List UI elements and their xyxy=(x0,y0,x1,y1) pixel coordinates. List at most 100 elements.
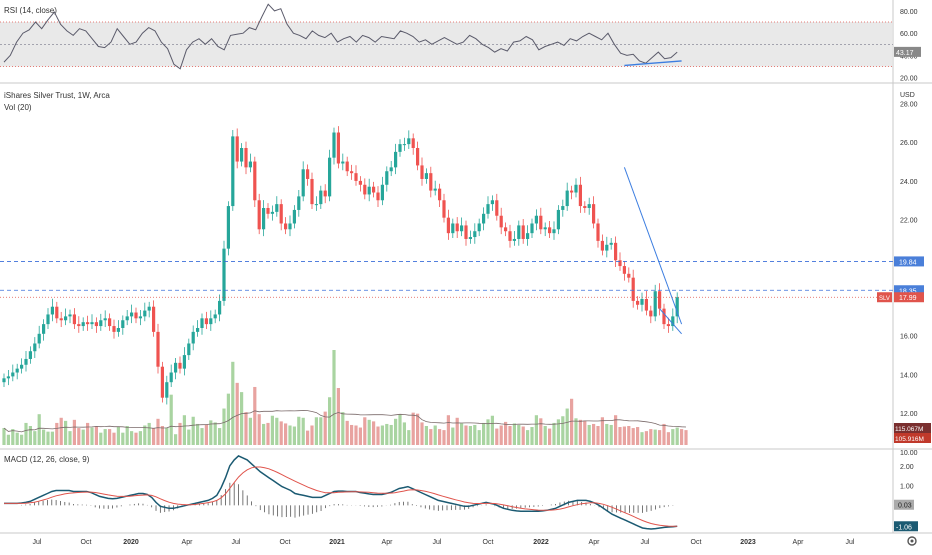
candle-body xyxy=(561,206,565,210)
volume-bar xyxy=(116,426,120,445)
volume-bar xyxy=(446,415,450,445)
volume-bar xyxy=(521,426,525,445)
pane-backgrounds xyxy=(0,0,932,534)
volume-bar xyxy=(666,432,670,445)
gear-icon[interactable] xyxy=(907,536,917,546)
time-axis-label: Jul xyxy=(232,539,241,546)
volume-bar xyxy=(46,431,50,445)
volume-label: 115.067M xyxy=(895,426,923,433)
candle-body xyxy=(72,314,76,325)
candle-body xyxy=(143,310,147,317)
time-axis-label: Jul xyxy=(641,539,650,546)
candle-body xyxy=(490,200,494,205)
time-axis[interactable]: Jul Oct 2020 Apr Jul Oct 2021 Apr Jul Oct 2022 Apr J… xyxy=(33,539,855,546)
volume-bar xyxy=(270,415,274,445)
candle-body xyxy=(235,136,239,162)
volume-bar xyxy=(213,422,217,445)
volume-bar xyxy=(433,425,437,445)
volume-bar xyxy=(464,425,468,445)
candle-body xyxy=(504,227,508,232)
volume-bar xyxy=(306,430,310,445)
volume-bar xyxy=(614,415,618,445)
volume-bar xyxy=(222,408,226,445)
volume-bar xyxy=(583,420,587,445)
volume-bar xyxy=(539,418,543,445)
candle-body xyxy=(213,314,217,319)
candle-body xyxy=(517,225,521,239)
candle-body xyxy=(6,376,10,379)
volume-bar xyxy=(350,424,354,445)
volume-bar xyxy=(297,416,301,445)
volume-bar xyxy=(204,424,208,445)
candle-body xyxy=(482,213,486,224)
volume-bar xyxy=(424,426,428,445)
volume-bar xyxy=(336,388,340,445)
candle-body xyxy=(187,343,191,356)
volume-bar xyxy=(77,428,81,445)
candle-body xyxy=(433,188,437,191)
candle-body xyxy=(649,310,653,317)
macd-last-tag xyxy=(894,521,918,532)
volume-bar xyxy=(442,430,446,445)
candle-body xyxy=(671,316,675,327)
volume-bar xyxy=(468,426,472,445)
macd-hist-last-tag xyxy=(894,499,914,510)
candle-body xyxy=(354,173,358,181)
volume-bar xyxy=(578,419,582,445)
volume-bar xyxy=(279,421,283,445)
time-axis-label: Oct xyxy=(691,539,702,546)
macd-tick-label: 1.00 xyxy=(900,484,914,491)
volume-bar xyxy=(477,430,481,445)
candle-body xyxy=(358,180,362,185)
time-axis-label: Oct xyxy=(483,539,494,546)
volume-bar xyxy=(592,423,596,445)
volume-bar xyxy=(152,428,156,445)
price-level-label: 18.35 xyxy=(899,288,917,295)
volume-bar xyxy=(174,434,178,445)
volume-bar xyxy=(587,424,591,445)
candle-body xyxy=(169,372,173,383)
candle-body xyxy=(446,217,450,234)
volume-bar xyxy=(257,414,261,445)
volume-bar xyxy=(187,429,191,445)
volume-bar xyxy=(50,431,54,445)
candle-body xyxy=(86,322,90,325)
time-axis-label: Jul xyxy=(33,539,42,546)
candle-body xyxy=(376,192,380,201)
candle-body xyxy=(266,208,270,214)
candle-body xyxy=(600,240,604,251)
trendline xyxy=(623,167,683,325)
volume-bar xyxy=(99,432,103,445)
candle-body xyxy=(587,204,591,208)
volume-bar xyxy=(72,419,76,445)
candle-body xyxy=(130,312,134,317)
time-axis-label: 2023 xyxy=(740,539,756,546)
candle-body xyxy=(363,184,367,195)
rsi-tick-label: 20.00 xyxy=(900,76,918,83)
volume-bar xyxy=(20,434,24,445)
candle-body xyxy=(521,225,525,239)
volume-bar xyxy=(658,430,662,445)
volume-bar xyxy=(209,420,213,445)
volume-bar xyxy=(482,422,486,445)
candle-body xyxy=(416,148,420,166)
volume-bar xyxy=(552,422,556,445)
candle-body xyxy=(156,331,160,367)
candle-body xyxy=(495,200,499,216)
candle-body xyxy=(640,298,644,305)
volume-bar xyxy=(240,392,244,445)
candle-body xyxy=(367,186,371,195)
volume-bar xyxy=(244,412,248,445)
candle-body xyxy=(90,322,94,325)
volume-bar xyxy=(530,427,534,445)
volume-bar xyxy=(490,415,494,445)
price-tick-label: 14.00 xyxy=(900,372,918,379)
volume-bar xyxy=(64,420,68,445)
volume-bar xyxy=(504,421,508,445)
candle-body xyxy=(534,215,538,224)
candle-body xyxy=(182,355,186,369)
rsi-tick-label: 40.00 xyxy=(900,53,918,60)
candle-body xyxy=(636,300,640,305)
